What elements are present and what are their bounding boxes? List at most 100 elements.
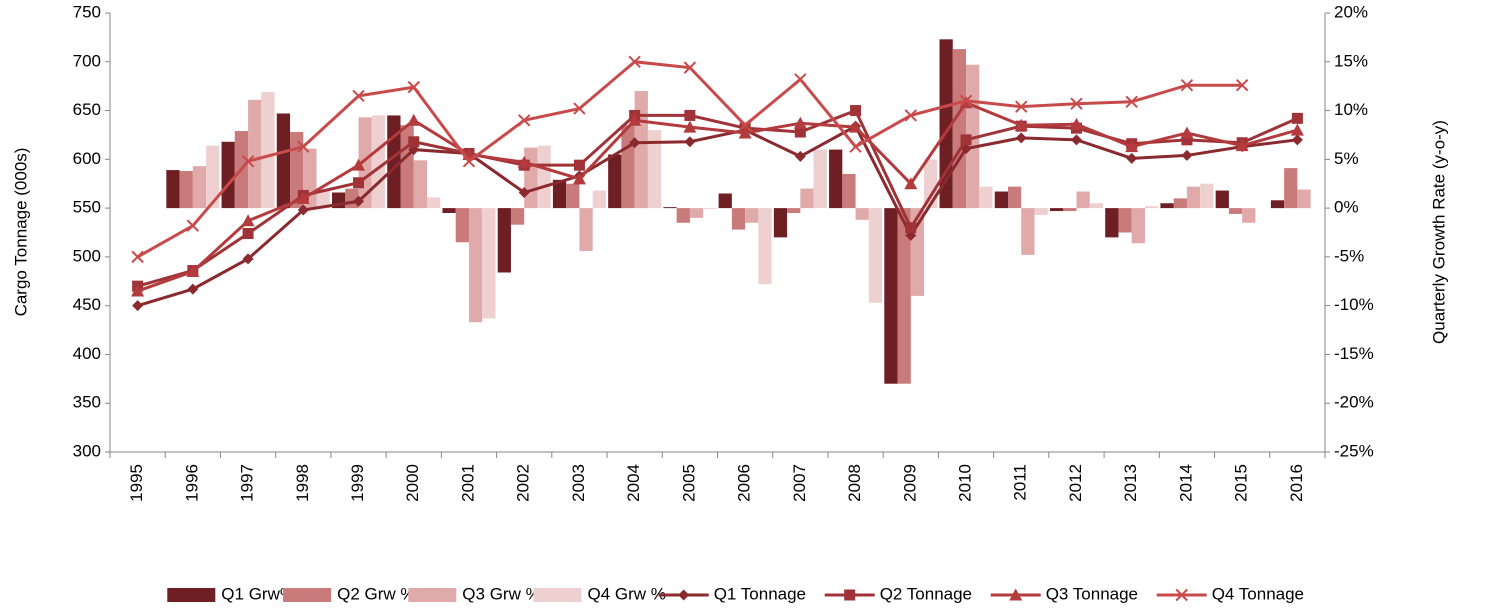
marker [1181, 149, 1193, 161]
marker [186, 265, 200, 278]
bar [510, 208, 525, 225]
y2-axis-title: Quarterly Growth Rate (y-o-y) [1429, 120, 1448, 344]
x-tick-label: 2009 [900, 464, 919, 502]
x-tick-label: 2013 [1121, 464, 1140, 502]
y2-tick-label: -25% [1334, 441, 1374, 460]
bar [1242, 208, 1256, 223]
marker [297, 204, 309, 216]
bar [455, 208, 469, 243]
marker [1125, 140, 1139, 153]
bar [1105, 208, 1119, 238]
x-tick-label: 2016 [1287, 464, 1306, 502]
x-tick-label: 1998 [293, 464, 312, 502]
marker [738, 118, 752, 132]
bar [1228, 208, 1243, 214]
bar [1200, 183, 1214, 209]
marker [517, 155, 531, 168]
bar [829, 149, 843, 209]
bar [758, 208, 772, 285]
marker [683, 61, 697, 74]
marker [849, 120, 863, 133]
marker [683, 120, 697, 133]
bar [897, 208, 911, 384]
bar [1063, 208, 1077, 212]
marker [187, 283, 199, 295]
legend-marker [1175, 588, 1188, 602]
x-tick-label: 1996 [182, 464, 201, 502]
y2-tick-label: 20% [1334, 2, 1368, 21]
marker [1180, 126, 1194, 139]
marker [353, 195, 365, 207]
bar [1118, 208, 1132, 233]
bar [647, 130, 662, 209]
marker [1070, 97, 1083, 110]
legend-label: Q3 Grw % [462, 584, 540, 603]
legend-label: Q3 Tonnage [1046, 584, 1138, 603]
bar [1173, 198, 1187, 209]
x-tick-label: 2015 [1232, 464, 1251, 502]
y2-tick-label: 15% [1334, 51, 1368, 70]
bar [1021, 208, 1035, 255]
x-tick-label: 2014 [1176, 464, 1195, 502]
marker [1014, 118, 1028, 131]
x-tick-label: 2002 [514, 464, 533, 502]
legend-label: Q4 Tonnage [1212, 584, 1304, 603]
bar [924, 159, 938, 209]
bar [773, 208, 788, 238]
bar [994, 191, 1008, 209]
bar [621, 125, 635, 209]
marker [905, 222, 917, 234]
marker [1070, 134, 1082, 146]
bar [427, 197, 441, 209]
bar [731, 208, 746, 230]
line [137, 100, 1298, 293]
marker [1235, 78, 1249, 92]
y-tick-label: 350 [73, 393, 101, 412]
x-tick-label: 2004 [624, 464, 643, 502]
marker [241, 214, 255, 227]
marker [1015, 100, 1028, 113]
marker [573, 159, 585, 171]
x-tick-label: 2012 [1066, 464, 1085, 502]
bar [1076, 191, 1090, 209]
x-tick-label: 2011 [1011, 464, 1030, 501]
marker [296, 191, 310, 204]
bar [537, 145, 551, 209]
y2-tick-label: -20% [1334, 393, 1374, 412]
y2-tick-label: 0% [1334, 198, 1359, 217]
marker [629, 137, 641, 149]
y-tick-label: 550 [73, 198, 101, 217]
legend-swatch [283, 588, 332, 602]
bar [868, 208, 883, 303]
marker [297, 140, 310, 153]
marker [352, 158, 366, 171]
marker [1125, 95, 1138, 108]
legend-marker [678, 589, 690, 601]
marker [352, 89, 365, 103]
marker [1126, 152, 1138, 164]
bar [592, 190, 606, 209]
marker [738, 126, 752, 139]
marker [959, 94, 973, 108]
bar [179, 171, 193, 209]
bar [1007, 186, 1022, 209]
y2-tick-label: -10% [1334, 295, 1374, 314]
marker [904, 109, 918, 122]
marker [960, 134, 972, 146]
marker [793, 116, 807, 129]
bar [276, 113, 291, 209]
y-axis-title: Cargo Tonnage (000s) [11, 148, 30, 317]
bar [910, 208, 925, 296]
marker [242, 227, 254, 239]
bar [524, 147, 538, 209]
marker [462, 155, 476, 168]
x-tick-label: 2006 [735, 464, 754, 502]
bar [1034, 208, 1048, 215]
marker [1181, 134, 1193, 146]
marker [904, 177, 918, 190]
legend-marker [844, 589, 856, 601]
bar [248, 99, 262, 209]
x-tick-label: 2007 [790, 464, 809, 502]
x-tick-label: 2008 [845, 464, 864, 502]
y-tick-label: 650 [73, 100, 101, 119]
